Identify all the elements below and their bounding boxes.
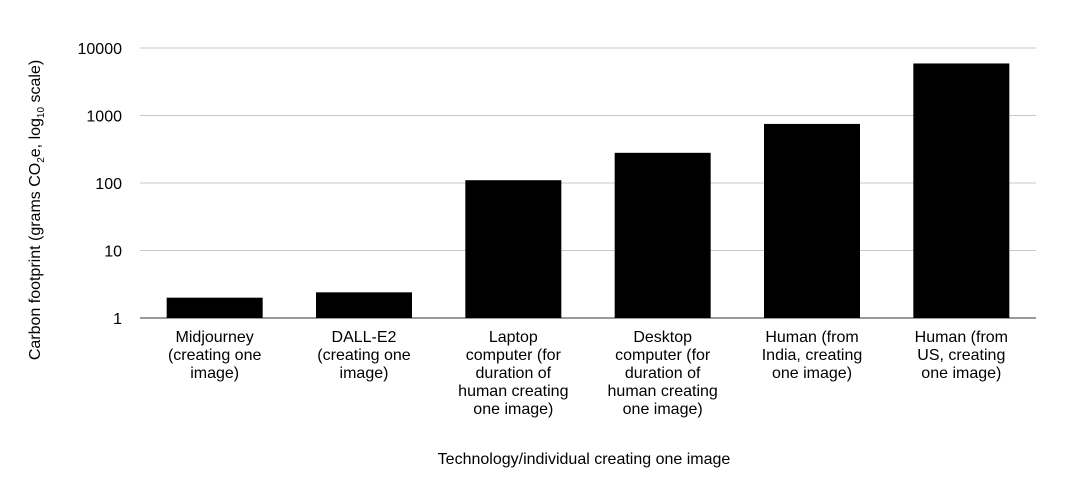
x-category-label: Human (from India, creating one image): [762, 329, 863, 382]
x-category-label-line: Laptop: [489, 329, 538, 346]
bar: [614, 152, 711, 318]
x-category-label-line: image): [190, 365, 239, 382]
y-tick-label: 10000: [78, 41, 123, 58]
bar: [166, 297, 263, 318]
x-category-label-line: duration of: [476, 365, 552, 382]
x-category-label-line: Human (from: [765, 329, 858, 346]
bar: [913, 63, 1010, 319]
x-category-label-line: Human (from: [915, 329, 1008, 346]
y-axis-title-part: Carbon footprint (grams CO: [27, 163, 44, 360]
y-tick-label: 100: [95, 176, 122, 193]
y-axis-title-subscript: 10: [36, 107, 47, 119]
x-category-label-line: Midjourney: [176, 329, 254, 346]
y-tick-label: 10: [104, 244, 122, 261]
y-tick-labels: 1 10 100 1000 10000: [78, 41, 123, 328]
bars: [166, 63, 1010, 319]
x-category-label-line: one image): [921, 365, 1001, 382]
x-category-label-line: (creating one: [317, 347, 410, 364]
y-axis-title-part: scale): [27, 60, 44, 107]
x-category-label-line: duration of: [625, 365, 701, 382]
x-category-label: Midjourney (creating one image): [168, 329, 261, 382]
bar: [316, 292, 412, 318]
x-category-label-line: Desktop: [633, 329, 692, 346]
bar: [764, 123, 860, 318]
x-category-label: Desktop computer (for duration of human cre…: [608, 329, 718, 418]
x-category-label-line: human creating: [458, 383, 568, 400]
x-category-label-line: image): [340, 365, 389, 382]
x-category-label-line: computer (for: [615, 347, 711, 364]
x-category-label-line: one image): [473, 401, 553, 418]
y-axis-title: Carbon footprint (grams CO2e, log10 scal…: [27, 60, 47, 360]
x-category-label-line: (creating one: [168, 347, 261, 364]
x-category-label-line: India, creating: [762, 347, 863, 364]
x-category-label-line: DALL-E2: [332, 329, 397, 346]
x-category-label-line: computer (for: [466, 347, 562, 364]
x-category-label-line: human creating: [608, 383, 718, 400]
x-category-label-line: US, creating: [917, 347, 1005, 364]
x-category-label-line: one image): [772, 365, 852, 382]
bar: [465, 180, 562, 318]
y-axis-title-part: e, log: [27, 118, 44, 157]
gridlines: [140, 47, 1036, 319]
y-tick-label: 1: [113, 311, 122, 328]
x-axis-title: Technology/individual creating one image: [438, 451, 731, 468]
x-category-label-line: one image): [623, 401, 703, 418]
y-tick-label: 1000: [86, 109, 122, 126]
x-category-label: DALL-E2 (creating one image): [317, 329, 410, 382]
x-category-label: Human (from US, creating one image): [915, 329, 1008, 382]
x-category-label: Laptop computer (for duration of human crea…: [458, 329, 568, 418]
x-category-labels: Midjourney (creating one image)DALL-E2 (cre…: [168, 329, 1008, 418]
y-axis-title-subscript: 2: [36, 157, 47, 163]
